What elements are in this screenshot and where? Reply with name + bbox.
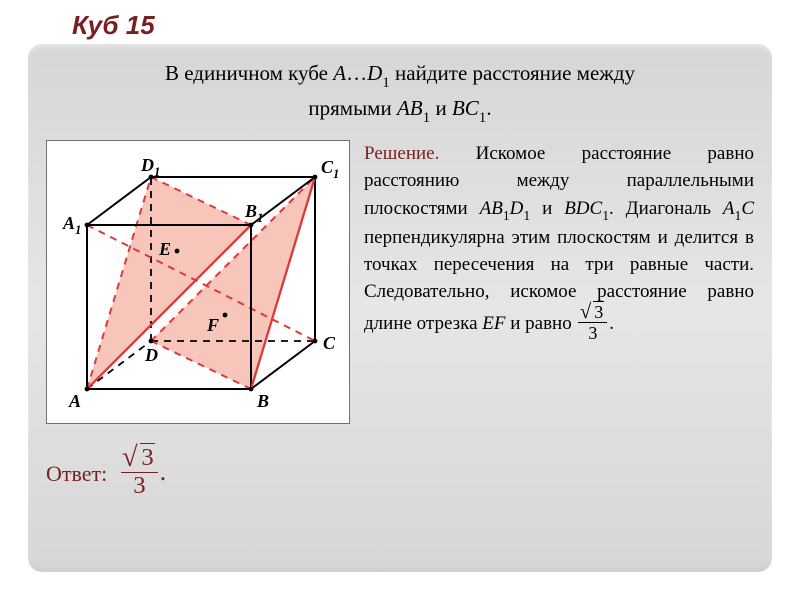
- denominator: 3: [578, 323, 607, 342]
- answer-value: 33.: [119, 448, 166, 500]
- problem-text: прямыми: [308, 96, 397, 120]
- fraction-sqrt3-over-3: 33: [121, 446, 157, 498]
- plane-bdc1: BDC: [564, 198, 602, 219]
- sol-text: . Диагональ: [609, 198, 723, 219]
- svg-text:F: F: [206, 315, 219, 335]
- sol-text: и равно: [505, 313, 576, 334]
- answer-line: Ответ: 33.: [46, 448, 754, 500]
- svg-text:E: E: [158, 239, 171, 259]
- ellipsis: …: [346, 61, 367, 85]
- sub-1: 1: [382, 75, 390, 91]
- solution-heading: Решение.: [364, 143, 439, 164]
- svg-text:D: D: [144, 345, 158, 365]
- problem-text: найдите расстояние между: [390, 61, 635, 85]
- denominator: 3: [121, 473, 157, 499]
- diag-a1: A: [723, 198, 735, 219]
- period: .: [160, 457, 167, 486]
- svg-text:C1: C1: [321, 157, 339, 181]
- cube-figure: ABCDA1B1C1D1EF: [46, 140, 350, 424]
- seg-ab1: AB: [397, 96, 423, 120]
- period: .: [609, 313, 614, 334]
- svg-text:A: A: [68, 391, 81, 411]
- cube-svg: ABCDA1B1C1D1EF: [47, 141, 351, 425]
- svg-text:B1: B1: [244, 201, 263, 225]
- sub-1: 1: [523, 208, 530, 223]
- radicand: 3: [140, 443, 154, 471]
- sub-1: 1: [479, 110, 487, 126]
- svg-text:C: C: [323, 333, 336, 353]
- seg-bc1: BC: [452, 96, 479, 120]
- sub-1: 1: [602, 208, 609, 223]
- sub-1: 1: [503, 208, 510, 223]
- svg-text:A1: A1: [62, 213, 81, 237]
- content-panel: В единичном кубе A…D1 найдите расстояние…: [28, 44, 772, 572]
- sub-1: 1: [423, 110, 431, 126]
- seg-ef: EF: [482, 313, 505, 334]
- sub-1: 1: [734, 208, 741, 223]
- period: .: [486, 96, 491, 120]
- problem-statement: В единичном кубе A…D1 найдите расстояние…: [52, 58, 748, 128]
- problem-text: В единичном кубе: [165, 61, 333, 85]
- and: и: [430, 96, 452, 120]
- fraction-sqrt3-over-3: 33: [578, 303, 607, 342]
- content-row: ABCDA1B1C1D1EF Решение. Искомое расстоян…: [46, 140, 754, 424]
- sol-text: и: [530, 198, 564, 219]
- diag-c: C: [741, 198, 754, 219]
- plane-ab1d1-b: D: [510, 198, 524, 219]
- radicand: 3: [593, 301, 604, 322]
- label-a: A: [333, 61, 346, 85]
- slide-title: Куб 15: [72, 10, 155, 41]
- slide: Куб 15 В единичном кубе A…D1 найдите рас…: [0, 0, 800, 600]
- solution-text: Решение. Искомое расстояние равно рассто…: [364, 140, 754, 344]
- svg-text:B: B: [256, 391, 269, 411]
- plane-ab1d1-a: AB: [480, 198, 503, 219]
- label-d: D: [367, 61, 382, 85]
- answer-label: Ответ:: [46, 461, 107, 487]
